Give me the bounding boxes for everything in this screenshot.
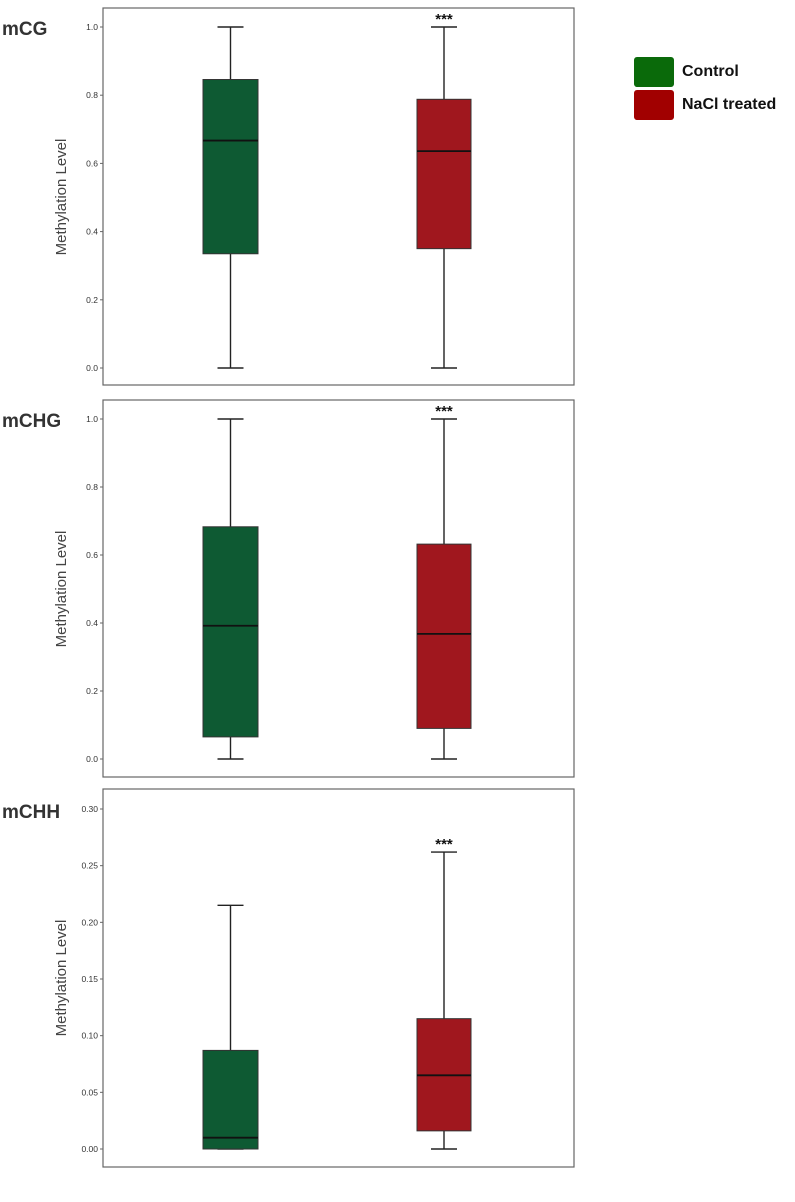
y-tick-label: 0.15 bbox=[81, 974, 98, 984]
panel-mcg: mCG Methylation Level 0.0 0.2 0.4 0.6 0.8 1.0 **… bbox=[2, 7, 575, 386]
significance-label: *** bbox=[435, 11, 453, 28]
panel-label: mCHH bbox=[2, 802, 60, 823]
iqr-box bbox=[202, 79, 259, 255]
y-axis-title: Methylation Level bbox=[53, 139, 70, 256]
panel-mchg: mCHG Methylation Level 0.0 0.2 0.4 0.6 0.8 1.0 *… bbox=[2, 399, 575, 778]
y-tick-label: 0.8 bbox=[86, 90, 98, 100]
y-tick-label: 0.2 bbox=[86, 295, 98, 305]
y-axis-title: Methylation Level bbox=[53, 531, 70, 648]
plot-frame bbox=[102, 788, 575, 1168]
box-nacl: *** bbox=[416, 836, 472, 1150]
plot-frame bbox=[102, 399, 575, 778]
legend-label-control: Control bbox=[682, 63, 739, 80]
plot-frame bbox=[102, 7, 575, 386]
y-tick-label: 0.6 bbox=[86, 158, 98, 168]
y-tick-label: 0.0 bbox=[86, 754, 98, 764]
legend-label-nacl: NaCl treated bbox=[682, 96, 777, 113]
y-tick-label: 0.0 bbox=[86, 363, 98, 373]
y-tick-label: 0.00 bbox=[81, 1144, 98, 1154]
y-tick-label: 1.0 bbox=[86, 414, 98, 424]
y-tick-label: 0.8 bbox=[86, 482, 98, 492]
y-axis-title: Methylation Level bbox=[53, 920, 70, 1037]
box-nacl: *** bbox=[416, 11, 472, 369]
y-tick-label: 0.05 bbox=[81, 1087, 98, 1097]
y-tick-label: 1.0 bbox=[86, 22, 98, 32]
legend-swatch-nacl bbox=[634, 90, 674, 120]
box-control bbox=[202, 26, 259, 369]
y-tick-label: 0.4 bbox=[86, 618, 98, 628]
y-tick-label: 0.25 bbox=[81, 861, 98, 871]
iqr-box bbox=[416, 543, 472, 729]
iqr-box bbox=[202, 1049, 259, 1150]
legend: Control NaCl treated bbox=[634, 56, 776, 122]
y-tick-label: 0.6 bbox=[86, 550, 98, 560]
legend-item-control: Control bbox=[634, 56, 776, 88]
box-control bbox=[202, 418, 259, 760]
panel-label: mCG bbox=[2, 19, 47, 40]
y-tick-label: 0.4 bbox=[86, 227, 98, 237]
y-tick-label: 0.2 bbox=[86, 686, 98, 696]
iqr-box bbox=[416, 98, 472, 250]
y-tick-label: 0.10 bbox=[81, 1031, 98, 1041]
box-nacl: *** bbox=[416, 403, 472, 760]
legend-item-nacl: NaCl treated bbox=[634, 89, 776, 121]
panel-label: mCHG bbox=[2, 411, 61, 432]
iqr-box bbox=[202, 526, 259, 738]
box-control bbox=[202, 904, 259, 1150]
y-tick-label: 0.20 bbox=[81, 917, 98, 927]
y-tick-label: 0.30 bbox=[81, 804, 98, 814]
legend-swatch-control bbox=[634, 57, 674, 87]
panel-mchh: mCHH Methylation Level 0.00 0.05 0.10 0.15 0.2… bbox=[2, 788, 575, 1168]
significance-label: *** bbox=[435, 836, 453, 853]
significance-label: *** bbox=[435, 403, 453, 420]
